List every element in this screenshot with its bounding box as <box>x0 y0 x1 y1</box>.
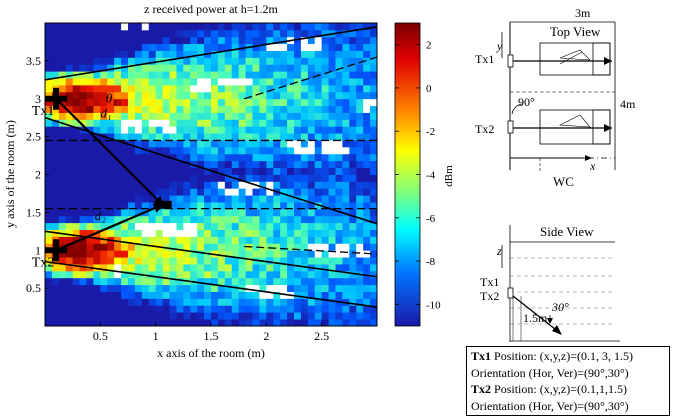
colorbar <box>394 22 421 327</box>
tx2-position-line: Tx2 Position: (x,y,z)=(0.1,1,1.5) <box>471 381 665 398</box>
y-tick-label: 3.5 <box>26 54 41 68</box>
tx1-position: Position: (x,y,z)=(0.1, 3, 1.5) <box>491 349 633 363</box>
colorbar-label: dBm <box>443 165 455 187</box>
tx2-orientation: Orientation (Hor, Ver)=(90°,30°) <box>471 398 629 413</box>
x-tick-label: 2 <box>263 329 269 343</box>
chart-title: z received power at h=1.2m <box>144 2 278 16</box>
d2-label: d₂ <box>95 208 107 223</box>
y-tick-label: 3 <box>35 92 41 106</box>
side-view-z-axis: z <box>496 244 502 258</box>
x-axis-label: x axis of the room (m) <box>157 346 265 360</box>
ray-overlay: Tx1 Tx2 d₁ d₂ θ₁ <box>32 87 172 270</box>
y-tick-label: 2.5 <box>26 130 41 144</box>
tx1-position-line: Tx1 Position: (x,y,z)=(0.1, 3, 1.5) <box>471 348 665 365</box>
x-tick-label: 1.5 <box>204 329 219 343</box>
side-view-diagram: Side View z Tx1 Tx2 30° 1.5m <box>480 224 620 342</box>
wc-label: WC <box>553 174 574 189</box>
tx1-orientation: Orientation (Hor, Ver)=(90°,30°) <box>471 365 629 380</box>
x-tick-label: 1 <box>153 329 159 343</box>
room-height-label: 4m <box>620 97 636 111</box>
top-view-title: Top View <box>550 24 601 39</box>
ray-arrowhead <box>152 203 165 213</box>
side-view-tx1: Tx1 <box>480 275 499 289</box>
colorbar-tick-label: 2 <box>426 40 432 52</box>
transmitter-label: Tx2 <box>32 255 55 270</box>
side-view-angle: 30° <box>551 300 569 314</box>
ray-line <box>55 202 166 252</box>
x-tick-label: 0.5 <box>93 329 108 343</box>
side-view-tx2: Tx2 <box>480 289 499 303</box>
colorbar-tick-label: -6 <box>426 213 436 225</box>
y-tick-label: 0.5 <box>26 281 41 295</box>
transmitter-label: Tx1 <box>32 104 55 119</box>
side-view-height: 1.5m <box>523 311 548 325</box>
colorbar-tick-label: -10 <box>426 299 441 311</box>
x-axis-ticks: 0.5 1 1.5 2 2.5 <box>93 322 329 343</box>
transmitter-info-box: Tx1 Position: (x,y,z)=(0.1, 3, 1.5) Orie… <box>466 346 670 416</box>
colorbar-tick-label: -4 <box>426 170 436 182</box>
meeting-point-marker <box>161 200 172 209</box>
top-view-angle: 90° <box>518 95 535 109</box>
colorbar-ticks: 2 0 -2 -4 -6 -8 -10 <box>395 40 441 311</box>
top-view-tx1: Tx1 <box>475 52 494 66</box>
top-view-tx2: Tx2 <box>475 122 494 136</box>
tx2-name: Tx2 <box>471 382 492 396</box>
theta1-label: θ₁ <box>106 91 117 106</box>
colorbar-tick-label: -2 <box>426 126 435 138</box>
ray-line <box>55 97 166 208</box>
room-width-label: 3m <box>575 6 591 20</box>
colorbar-tick-label: -8 <box>426 256 436 268</box>
top-view-diagram: 3m Top View y Tx1 90° 4m Tx2 x WC <box>475 6 636 189</box>
tx1-name: Tx1 <box>471 349 492 363</box>
top-view-y-axis: y <box>496 39 503 53</box>
y-tick-label: 1 <box>35 243 41 257</box>
transmitter-marker <box>53 239 60 262</box>
tx2-position: Position: (x,y,z)=(0.1,1,1.5) <box>491 382 627 396</box>
y-axis-label: y axis of the room (m) <box>3 120 17 228</box>
d1-label: d₁ <box>100 106 111 121</box>
colorbar-tick-label: 0 <box>426 83 432 95</box>
y-tick-label: 2 <box>35 168 41 182</box>
heatmap <box>45 23 377 326</box>
side-view-title: Side View <box>540 224 594 239</box>
top-view-x-axis: x <box>589 159 596 173</box>
y-tick-label: 1.5 <box>26 205 41 219</box>
transmitter-marker <box>53 87 60 110</box>
x-tick-label: 2.5 <box>314 329 329 343</box>
